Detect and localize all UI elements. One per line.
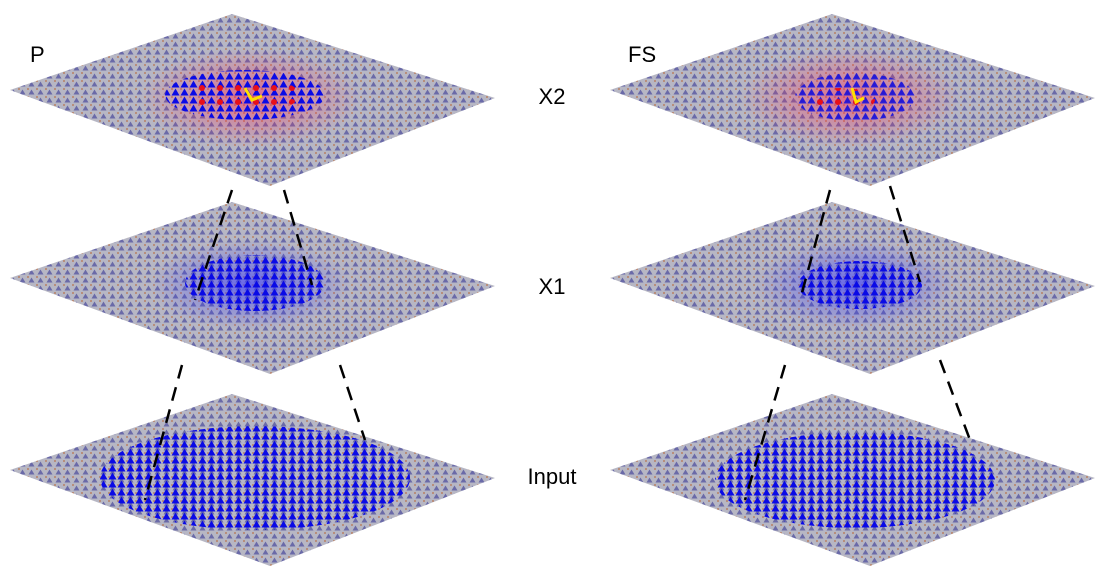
activation bbox=[100, 426, 410, 530]
activation bbox=[798, 261, 922, 309]
projection-lines bbox=[143, 189, 367, 501]
activation bbox=[185, 255, 325, 311]
fs-column bbox=[610, 14, 1095, 566]
column-label: FS bbox=[628, 42, 656, 67]
layer-label: X2 bbox=[539, 84, 566, 109]
activation-red bbox=[805, 88, 875, 112]
column-label: P bbox=[30, 42, 45, 67]
projection-lines bbox=[743, 185, 972, 501]
activation-red bbox=[190, 77, 300, 113]
highlight bbox=[243, 87, 263, 102]
layer-label: X1 bbox=[539, 274, 566, 299]
highlight bbox=[850, 87, 865, 105]
layer-label: Input bbox=[528, 464, 577, 489]
p-column bbox=[10, 14, 495, 566]
activation bbox=[715, 432, 995, 528]
